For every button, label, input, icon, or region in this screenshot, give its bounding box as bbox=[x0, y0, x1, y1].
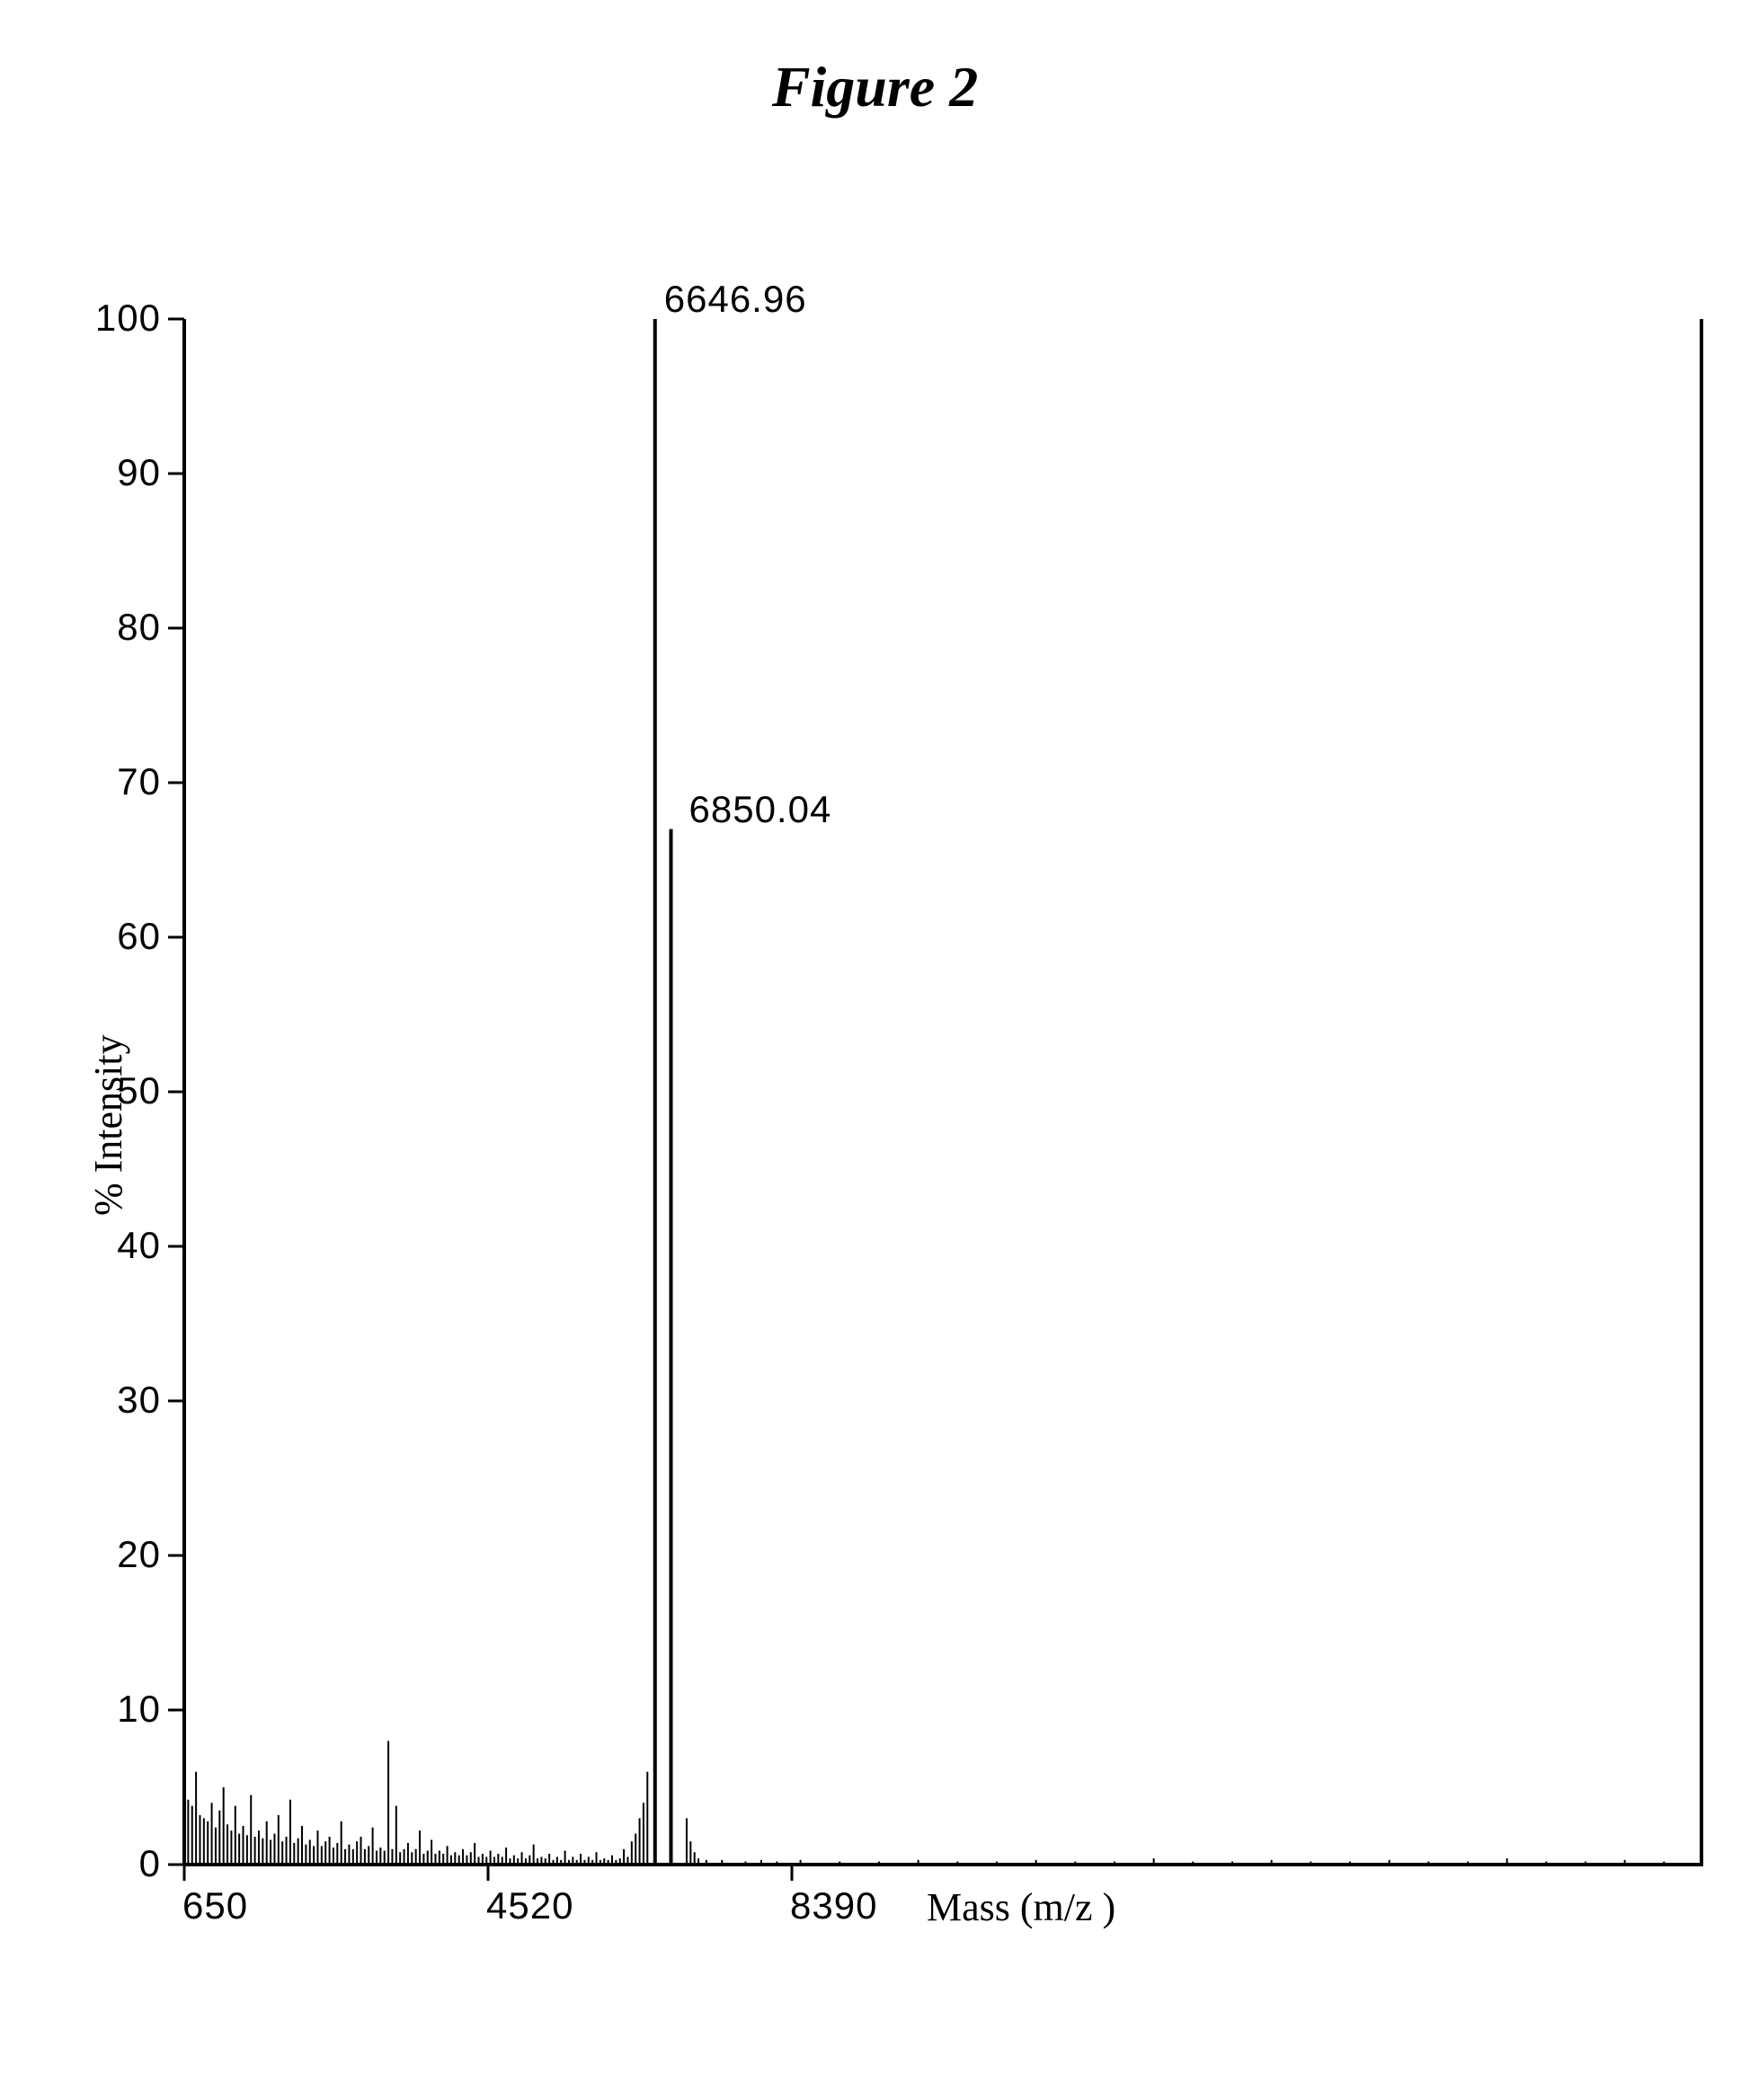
mass-spectrum-chart: % Intensity Mass (m/z ) 6646.96 6850.04 … bbox=[0, 0, 1750, 2100]
y-tick-label: 90 bbox=[117, 451, 161, 494]
spectrum-svg bbox=[0, 0, 1750, 2100]
y-tick-label: 30 bbox=[117, 1378, 161, 1422]
y-tick-label: 10 bbox=[117, 1688, 161, 1731]
x-tick-label: 8390 bbox=[790, 1884, 877, 1927]
y-tick-label: 80 bbox=[117, 606, 161, 649]
y-tick-label: 70 bbox=[117, 760, 161, 803]
page: Figure 2 % Intensity Mass (m/z ) 6646.96… bbox=[0, 0, 1750, 2100]
x-tick-label: 650 bbox=[182, 1884, 248, 1927]
y-tick-label: 20 bbox=[117, 1533, 161, 1576]
x-tick-label: 4520 bbox=[486, 1884, 573, 1927]
y-tick-label: 60 bbox=[117, 915, 161, 958]
y-tick-label: 50 bbox=[117, 1069, 161, 1112]
y-tick-label: 0 bbox=[139, 1842, 161, 1885]
y-tick-label: 40 bbox=[117, 1224, 161, 1267]
y-tick-label: 100 bbox=[95, 297, 161, 340]
